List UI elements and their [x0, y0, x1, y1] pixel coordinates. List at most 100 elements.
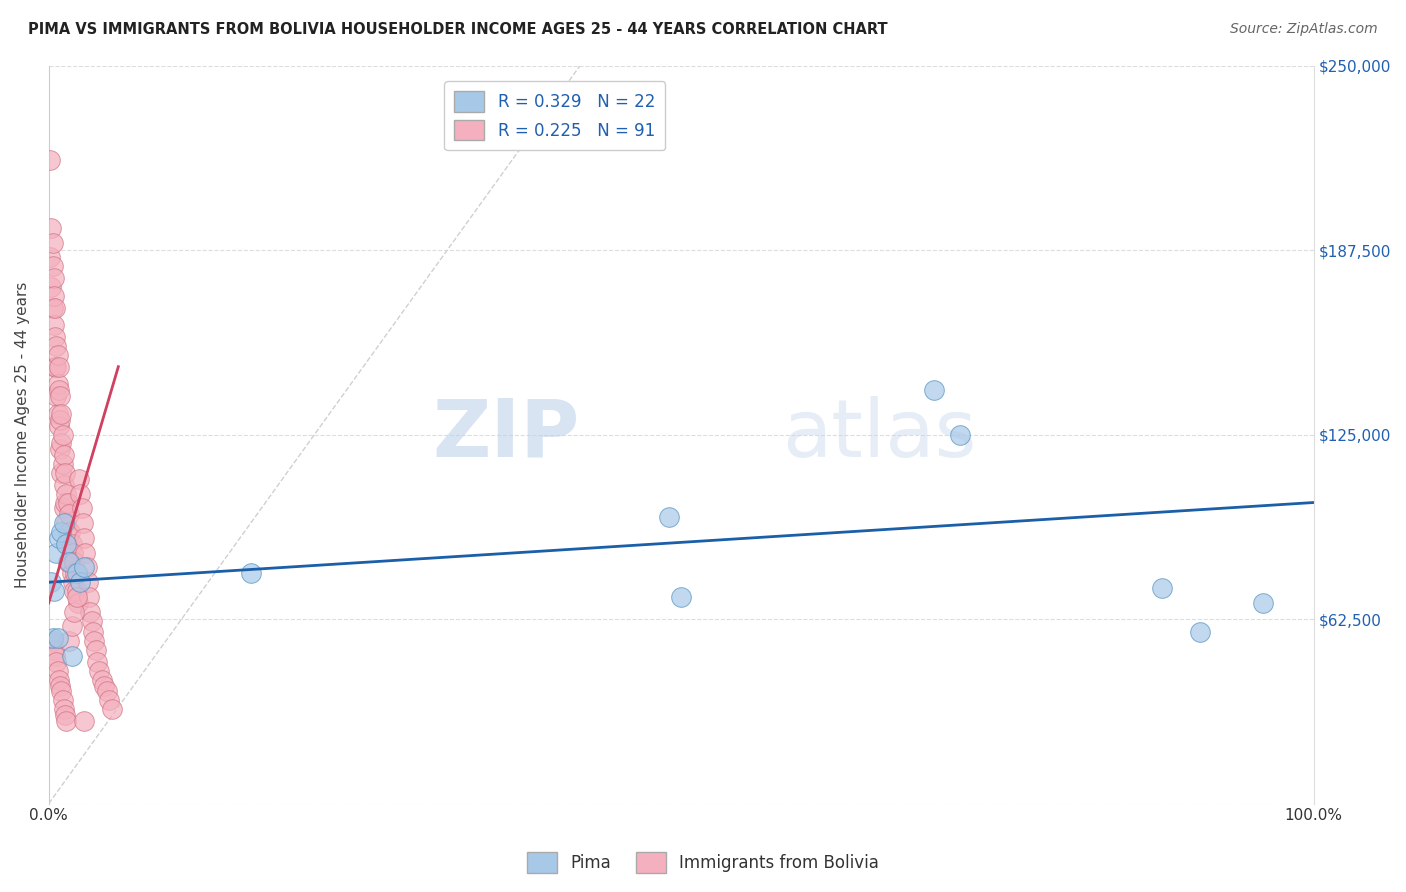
Point	[44, 648, 66, 663]
Point	[62, 546, 84, 560]
Point	[39, 153, 62, 167]
Point	[49, 679, 72, 693]
Point	[45, 655, 67, 669]
Point	[93, 679, 115, 693]
Point	[42, 318, 65, 333]
Point	[77, 575, 100, 590]
Point	[80, 614, 103, 628]
Point	[42, 643, 65, 657]
Point	[73, 714, 96, 728]
Point	[51, 466, 73, 480]
Point	[53, 466, 76, 480]
Point	[45, 339, 67, 353]
Point	[73, 531, 96, 545]
Point	[46, 377, 69, 392]
Point	[671, 590, 693, 604]
Point	[240, 566, 263, 581]
Point	[51, 524, 73, 539]
Point	[56, 524, 79, 539]
Point	[63, 605, 86, 619]
Point	[59, 524, 82, 539]
Point	[42, 271, 65, 285]
Point	[98, 693, 121, 707]
Point	[55, 486, 77, 500]
Point	[51, 684, 73, 698]
Point	[55, 714, 77, 728]
Point	[67, 472, 90, 486]
Point	[45, 359, 67, 374]
Point	[39, 575, 62, 590]
Point	[52, 501, 75, 516]
Point	[48, 673, 70, 687]
Point	[51, 407, 73, 421]
Point	[52, 702, 75, 716]
Point	[69, 486, 91, 500]
Text: atlas: atlas	[783, 396, 977, 474]
Y-axis label: Householder Income Ages 25 - 44 years: Householder Income Ages 25 - 44 years	[15, 281, 30, 588]
Point	[922, 384, 945, 398]
Point	[60, 648, 83, 663]
Point	[65, 584, 87, 599]
Point	[49, 389, 72, 403]
Point	[90, 673, 112, 687]
Point	[59, 555, 82, 569]
Point	[63, 584, 86, 599]
Text: ZIP: ZIP	[433, 396, 581, 474]
Point	[79, 605, 101, 619]
Point	[73, 560, 96, 574]
Point	[45, 389, 67, 403]
Point	[658, 510, 681, 524]
Point	[39, 280, 62, 294]
Point	[948, 427, 970, 442]
Point	[53, 495, 76, 509]
Point	[56, 555, 79, 569]
Point	[52, 693, 75, 707]
Point	[70, 501, 93, 516]
Point	[41, 632, 63, 646]
Point	[46, 632, 69, 646]
Point	[69, 575, 91, 590]
Point	[56, 495, 79, 509]
Text: PIMA VS IMMIGRANTS FROM BOLIVIA HOUSEHOLDER INCOME AGES 25 - 44 YEARS CORRELATIO: PIMA VS IMMIGRANTS FROM BOLIVIA HOUSEHOL…	[28, 22, 887, 37]
Point	[42, 584, 65, 599]
Point	[41, 634, 63, 648]
Point	[46, 407, 69, 421]
Point	[96, 684, 118, 698]
Point	[41, 301, 63, 315]
Point	[60, 619, 83, 633]
Point	[72, 516, 94, 531]
Point	[48, 418, 70, 433]
Point	[48, 531, 70, 545]
Point	[48, 359, 70, 374]
Point	[65, 566, 87, 581]
Point	[44, 359, 66, 374]
Point	[52, 427, 75, 442]
Point	[52, 477, 75, 491]
Point	[58, 537, 80, 551]
Point	[82, 625, 104, 640]
Point	[48, 384, 70, 398]
Point	[75, 546, 97, 560]
Text: Source: ZipAtlas.com: Source: ZipAtlas.com	[1230, 22, 1378, 37]
Point	[49, 442, 72, 457]
Point	[45, 546, 67, 560]
Point	[1188, 625, 1211, 640]
Point	[65, 566, 87, 581]
Point	[65, 590, 87, 604]
Point	[49, 413, 72, 427]
Point	[52, 516, 75, 531]
Point	[39, 221, 62, 235]
Point	[60, 566, 83, 581]
Point	[44, 330, 66, 344]
Legend: R = 0.329   N = 22, R = 0.225   N = 91: R = 0.329 N = 22, R = 0.225 N = 91	[444, 81, 665, 151]
Point	[58, 555, 80, 569]
Point	[58, 508, 80, 522]
Point	[84, 643, 107, 657]
Point	[51, 436, 73, 450]
Point	[46, 348, 69, 362]
Point	[44, 301, 66, 315]
Point	[46, 664, 69, 678]
Point	[1150, 581, 1173, 595]
Point	[76, 560, 98, 574]
Point	[41, 235, 63, 250]
